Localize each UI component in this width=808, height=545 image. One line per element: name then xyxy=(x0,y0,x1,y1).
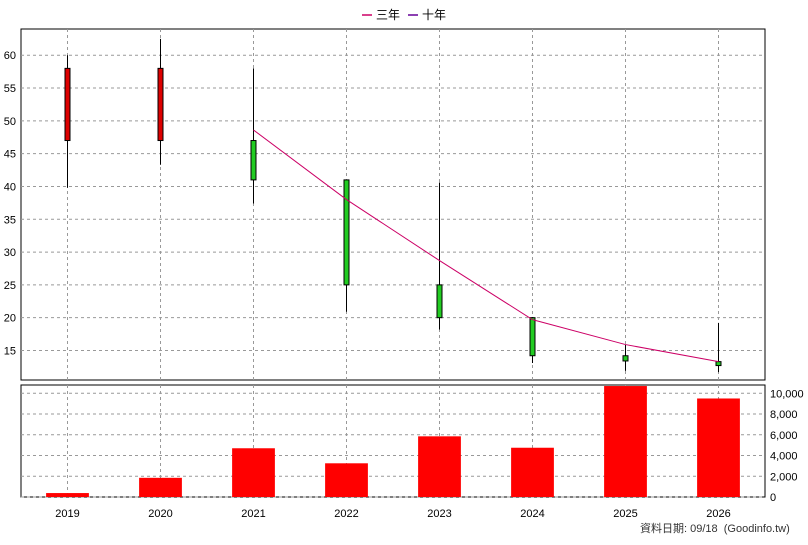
candle-body xyxy=(715,361,722,367)
candle-body xyxy=(64,67,71,142)
legend-label: 三年 xyxy=(376,8,400,22)
x-tick-label: 2026 xyxy=(706,508,730,520)
x-tick-label: 2025 xyxy=(613,508,637,520)
x-tick-label: 2024 xyxy=(520,508,544,520)
volume-tick-label: 6,000 xyxy=(770,430,798,442)
volume-tick-label: 0 xyxy=(770,492,776,504)
price-tick-label: 30 xyxy=(4,247,16,259)
price-tick-label: 60 xyxy=(4,50,16,62)
x-tick-label: 2022 xyxy=(334,508,358,520)
volume-bar xyxy=(418,436,461,497)
price-plot-frame xyxy=(20,28,766,381)
volume-tick-label: 2,000 xyxy=(770,471,798,483)
candle-body xyxy=(343,179,350,286)
x-tick-label: 2019 xyxy=(55,508,79,520)
x-tick-label: 2023 xyxy=(427,508,451,520)
price-tick-label: 20 xyxy=(4,313,16,325)
volume-tick-label: 8,000 xyxy=(770,409,798,421)
volume-bar xyxy=(325,463,368,497)
price-tick-label: 45 xyxy=(4,149,16,161)
volume-bar xyxy=(46,493,89,497)
volume-bar xyxy=(697,398,740,497)
price-tick-label: 55 xyxy=(4,83,16,95)
candle-body xyxy=(157,67,164,142)
volume-plot-frame xyxy=(20,384,766,498)
candle-body xyxy=(436,284,443,319)
price-tick-label: 15 xyxy=(4,345,16,357)
candle-body xyxy=(250,140,257,181)
volume-tick-label: 4,000 xyxy=(770,451,798,463)
volume-bar xyxy=(232,448,275,497)
data-date-footer: 資料日期: 09/18 (Goodinfo.tw) xyxy=(640,523,790,535)
price-tick-label: 25 xyxy=(4,280,16,292)
volume-bar xyxy=(511,447,554,497)
price-tick-label: 35 xyxy=(4,214,16,226)
candle-body xyxy=(529,317,536,357)
price-tick-label: 50 xyxy=(4,116,16,128)
candle-body xyxy=(622,355,629,362)
volume-bar xyxy=(604,386,647,497)
x-tick-label: 2021 xyxy=(241,508,265,520)
price-tick-label: 40 xyxy=(4,181,16,193)
x-tick-label: 2020 xyxy=(148,508,172,520)
volume-tick-label: 10,000 xyxy=(770,388,804,400)
moving-average-line xyxy=(253,129,719,363)
volume-bar xyxy=(139,477,182,497)
legend-label: 十年 xyxy=(422,8,446,22)
